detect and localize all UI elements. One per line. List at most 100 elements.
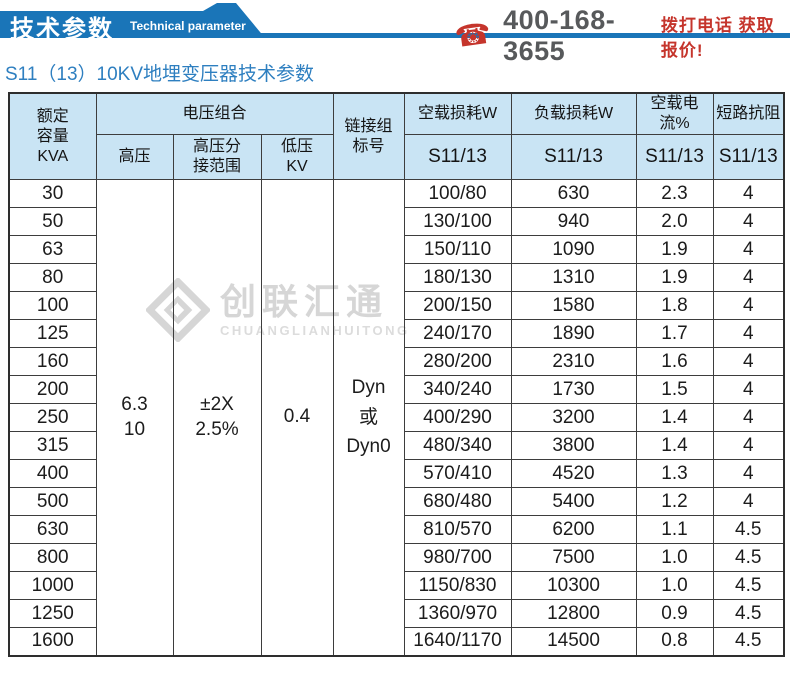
cell-impedance: 4 [712,347,785,376]
col-voltage-combo: 电压组合 [95,92,334,135]
cell-hv-tap-merged: ±2X 2.5% [172,179,262,656]
cell-load-loss: 1310 [510,263,637,292]
cell-load-loss: 630 [510,179,637,208]
cell-kva: 50 [8,207,97,236]
cell-no-load-current: 2.3 [635,179,714,208]
section-banner: 技术参数 Technical parameter [0,3,265,38]
col-lv: 低压 KV [260,134,334,180]
table-row: 1600 1640/1170 14500 0.8 4.5 [8,627,785,656]
col-hv-tap: 高压分 接范围 [172,134,262,180]
col-series-no-load-current: S11/13 [635,134,714,180]
table-row: 30 6.3 10 ±2X 2.5% 0.4 Dyn 或 Dyn0 100/80 630 2.… [8,179,785,656]
cell-no-load-current: 1.4 [635,431,714,460]
cell-kva: 500 [8,487,97,516]
cell-kva: 63 [8,235,97,264]
cell-impedance: 4 [712,291,785,320]
cell-kva: 125 [8,319,97,348]
cell-impedance: 4 [712,207,785,236]
cell-kva: 100 [8,291,97,320]
col-hv: 高压 [95,134,174,180]
cell-load-loss: 4520 [510,459,637,488]
cell-load-loss: 10300 [510,571,637,600]
cell-no-load-loss: 240/170 [403,319,512,348]
call-cta[interactable]: 拨打电话 获取报价! [660,16,775,60]
banner-title-cn: 技术参数 [10,16,114,43]
table-row: 500 680/480 5400 1.2 4 [8,487,785,516]
cell-kva: 630 [8,515,97,544]
cell-load-loss: 14500 [510,627,637,656]
phone-icon: ☎ [452,17,494,54]
col-series-impedance: S11/13 [712,134,785,180]
table-row: 1000 1150/830 10300 1.0 4.5 [8,571,785,600]
table-row: 160 280/200 2310 1.6 4 [8,347,785,376]
table-body: 30 6.3 10 ±2X 2.5% 0.4 Dyn 或 Dyn0 100/80 630 2.… [8,179,785,656]
cell-no-load-current: 0.9 [635,599,714,628]
cell-load-loss: 12800 [510,599,637,628]
cell-no-load-current: 1.6 [635,347,714,376]
cell-impedance: 4 [712,459,785,488]
cell-vector-merged: Dyn 或 Dyn0 [332,179,405,656]
cell-no-load-loss: 480/340 [403,431,512,460]
col-no-load-current: 空载电流% [635,92,714,135]
cell-no-load-loss: 130/100 [403,207,512,236]
cell-kva: 1000 [8,571,97,600]
table-row: 630 810/570 6200 1.1 4.5 [8,515,785,544]
col-vector-group: 链接组 标号 [332,92,405,180]
cell-load-loss: 1580 [510,291,637,320]
cell-lv-merged: 0.4 [260,179,334,656]
cell-kva: 30 [8,179,97,208]
cell-load-loss: 1090 [510,235,637,264]
cell-load-loss: 940 [510,207,637,236]
cell-load-loss: 2310 [510,347,637,376]
table-header: 额定 容量 KVA 电压组合 链接组 标号 空载损耗W 负载损耗W 空载电流% … [8,92,785,180]
cell-no-load-loss: 280/200 [403,347,512,376]
cell-impedance: 4.5 [712,599,785,628]
cell-no-load-current: 0.8 [635,627,714,656]
cell-kva: 1600 [8,627,97,656]
cell-no-load-current: 1.8 [635,291,714,320]
col-capacity: 额定 容量 KVA [8,92,97,180]
cell-impedance: 4 [712,179,785,208]
cell-load-loss: 1730 [510,375,637,404]
cell-no-load-loss: 200/150 [403,291,512,320]
cell-impedance: 4 [712,235,785,264]
cell-no-load-loss: 810/570 [403,515,512,544]
table-row: 80 180/130 1310 1.9 4 [8,263,785,292]
cell-impedance: 4 [712,487,785,516]
cell-no-load-loss: 150/110 [403,235,512,264]
table-row: 315 480/340 3800 1.4 4 [8,431,785,460]
cell-no-load-current: 1.7 [635,319,714,348]
cell-load-loss: 3800 [510,431,637,460]
cell-no-load-current: 1.0 [635,543,714,572]
table-row: 250 400/290 3200 1.4 4 [8,403,785,432]
cell-no-load-current: 1.0 [635,571,714,600]
cell-impedance: 4.5 [712,543,785,572]
cell-no-load-loss: 180/130 [403,263,512,292]
cell-no-load-loss: 570/410 [403,459,512,488]
cell-impedance: 4.5 [712,571,785,600]
cell-impedance: 4 [712,375,785,404]
cell-no-load-current: 1.3 [635,459,714,488]
col-no-load-loss: 空载损耗W [403,92,512,135]
cell-kva: 80 [8,263,97,292]
cell-hv-merged: 6.3 10 [95,179,174,656]
cell-no-load-loss: 980/700 [403,543,512,572]
cell-no-load-loss: 340/240 [403,375,512,404]
table-row: 63 150/110 1090 1.9 4 [8,235,785,264]
cell-load-loss: 7500 [510,543,637,572]
cell-impedance: 4 [712,263,785,292]
contact-bar: ☎ 400-168-3655 拨打电话 获取报价! [452,5,790,67]
cell-no-load-loss: 1640/1170 [403,627,512,656]
cell-impedance: 4 [712,431,785,460]
cell-impedance: 4 [712,319,785,348]
col-series-no-load-loss: S11/13 [403,134,512,180]
table-row: 50 130/100 940 2.0 4 [8,207,785,236]
cell-kva: 250 [8,403,97,432]
cell-no-load-current: 1.9 [635,263,714,292]
header-divider-line [0,33,790,38]
phone-number[interactable]: 400-168-3655 [503,5,616,66]
cell-kva: 160 [8,347,97,376]
cell-load-loss: 3200 [510,403,637,432]
cell-load-loss: 1890 [510,319,637,348]
